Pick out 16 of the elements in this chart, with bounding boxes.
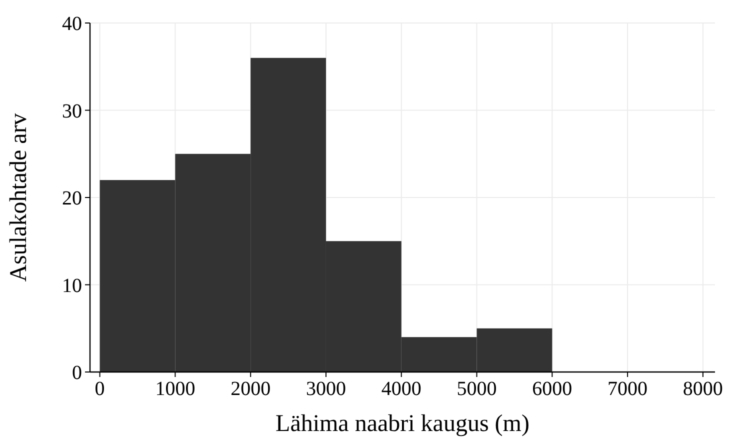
x-axis-title: Lähima naabri kaugus (m) xyxy=(276,411,530,437)
x-tick-label: 5000 xyxy=(456,378,497,400)
y-axis-title: Asulakohtade arv xyxy=(6,113,32,282)
y-tick-label: 30 xyxy=(62,100,82,122)
y-tick-label: 0 xyxy=(72,362,82,384)
y-tick-label: 40 xyxy=(62,13,82,35)
y-tick-label: 10 xyxy=(62,274,82,297)
x-tick-label: 3000 xyxy=(306,378,346,400)
x-tick-label: 4000 xyxy=(381,378,422,400)
x-tick-label: 7000 xyxy=(608,378,648,400)
x-tick-label: 0 xyxy=(94,378,105,400)
x-tick-label: 1000 xyxy=(155,378,196,400)
x-tick-label: 8000 xyxy=(682,378,723,400)
x-tick-label: 2000 xyxy=(230,378,271,400)
x-tick-label: 6000 xyxy=(532,378,572,400)
y-tick-label: 20 xyxy=(62,188,82,210)
